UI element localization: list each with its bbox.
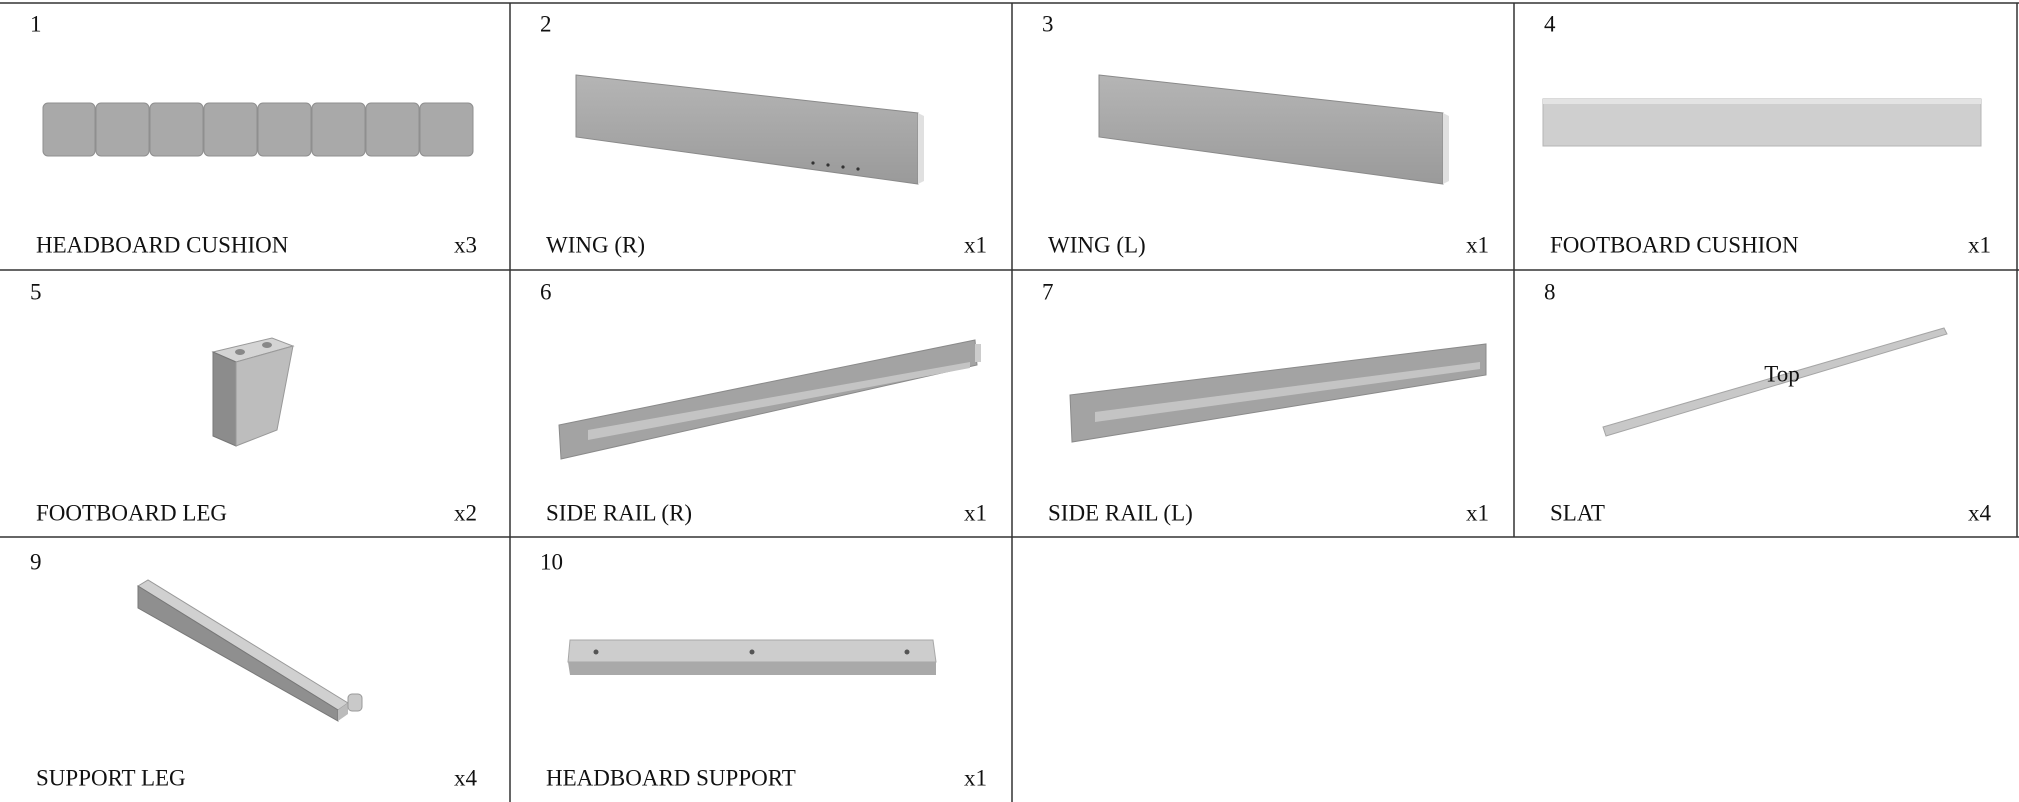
part-quantity: x1 bbox=[964, 765, 987, 790]
support-leg-image bbox=[137, 579, 363, 722]
headboard-support-image bbox=[567, 639, 937, 675]
part-quantity: x1 bbox=[964, 232, 987, 257]
footboard-cushion-image bbox=[1542, 98, 1982, 147]
part-quantity: x3 bbox=[454, 232, 477, 257]
part-number: 10 bbox=[540, 549, 563, 574]
illustrations bbox=[42, 74, 1982, 722]
side-rail-r-image bbox=[558, 339, 981, 460]
part-name: SLAT bbox=[1550, 500, 1605, 525]
side-rail-l-image bbox=[1069, 343, 1487, 443]
part-number: 5 bbox=[30, 279, 42, 304]
part-number: 3 bbox=[1042, 11, 1054, 36]
part-quantity: x4 bbox=[1968, 500, 1992, 525]
part-name: SIDE RAIL (R) bbox=[546, 500, 692, 525]
part-number: 6 bbox=[540, 279, 552, 304]
part-quantity: x1 bbox=[1466, 232, 1489, 257]
part-quantity: x1 bbox=[1466, 500, 1489, 525]
part-name: FOOTBOARD CUSHION bbox=[1550, 232, 1799, 257]
part-name: HEADBOARD CUSHION bbox=[36, 232, 289, 257]
footboard-leg-image bbox=[211, 337, 295, 447]
part-name: SIDE RAIL (L) bbox=[1048, 500, 1193, 525]
part-number: 4 bbox=[1544, 11, 1556, 36]
part-quantity: x1 bbox=[964, 500, 987, 525]
part-name: SUPPORT LEG bbox=[36, 765, 186, 790]
part-name: FOOTBOARD LEG bbox=[36, 500, 227, 525]
part-name: HEADBOARD SUPPORT bbox=[546, 765, 796, 790]
part-quantity: x4 bbox=[454, 765, 478, 790]
headboard-cushion-image bbox=[42, 102, 474, 157]
wing-r-image bbox=[575, 74, 924, 185]
part-number: 2 bbox=[540, 11, 552, 36]
slat-top-label: Top bbox=[1764, 361, 1799, 386]
part-number: 9 bbox=[30, 549, 42, 574]
part-quantity: x2 bbox=[454, 500, 477, 525]
part-number: 8 bbox=[1544, 279, 1556, 304]
slat-image bbox=[1602, 327, 1948, 437]
part-number: 1 bbox=[30, 11, 42, 36]
wing-l-image bbox=[1098, 74, 1449, 185]
part-name: WING (R) bbox=[546, 232, 645, 257]
part-quantity: x1 bbox=[1968, 232, 1991, 257]
part-number: 7 bbox=[1042, 279, 1054, 304]
part-name: WING (L) bbox=[1048, 232, 1146, 257]
